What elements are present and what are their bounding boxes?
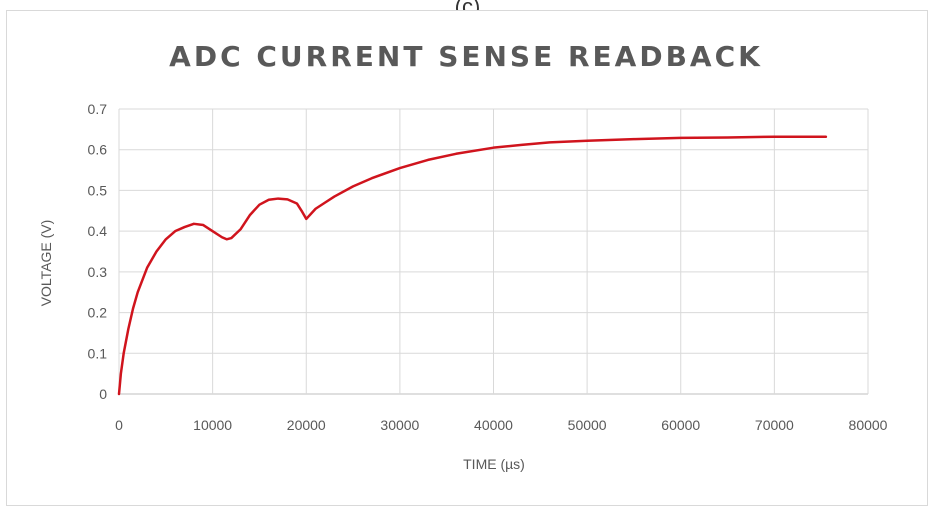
y-tick-label: 0 — [99, 386, 107, 402]
x-tick-label: 80000 — [849, 417, 888, 433]
y-tick-labels: 0 0.1 0.2 0.3 0.4 0.5 0.6 0.7 — [88, 101, 108, 402]
y-tick-label: 0.4 — [88, 223, 108, 239]
x-tick-label: 70000 — [755, 417, 794, 433]
y-tick-label: 0.3 — [88, 264, 108, 280]
x-tick-label: 40000 — [474, 417, 513, 433]
y-tick-label: 0.7 — [88, 101, 108, 117]
chart-title: ADC CURRENT SENSE READBACK — [169, 40, 763, 73]
x-tick-label: 0 — [115, 417, 123, 433]
y-tick-label: 0.2 — [88, 305, 108, 321]
x-tick-label: 60000 — [661, 417, 700, 433]
x-tick-label: 10000 — [193, 417, 232, 433]
x-axis-title: TIME (µs) — [463, 456, 525, 472]
x-tick-label: 30000 — [380, 417, 419, 433]
y-tick-label: 0.1 — [88, 345, 108, 361]
x-tick-labels: 0 10000 20000 30000 40000 50000 60000 70000 8000… — [115, 417, 888, 433]
series-group — [117, 135, 828, 396]
x-tick-label: 20000 — [287, 417, 326, 433]
y-tick-label: 0.6 — [88, 142, 108, 158]
x-tick-label: 50000 — [568, 417, 607, 433]
y-axis-title: VOLTAGE (V) — [38, 220, 54, 307]
line-chart: ADC CURRENT SENSE READBACK 0 10000 20000 30… — [38, 40, 888, 472]
gridlines — [118, 108, 869, 395]
series-line — [117, 135, 828, 396]
y-tick-label: 0.5 — [88, 182, 108, 198]
chart-area: ADC CURRENT SENSE READBACK 0 10000 20000 30… — [6, 10, 928, 506]
